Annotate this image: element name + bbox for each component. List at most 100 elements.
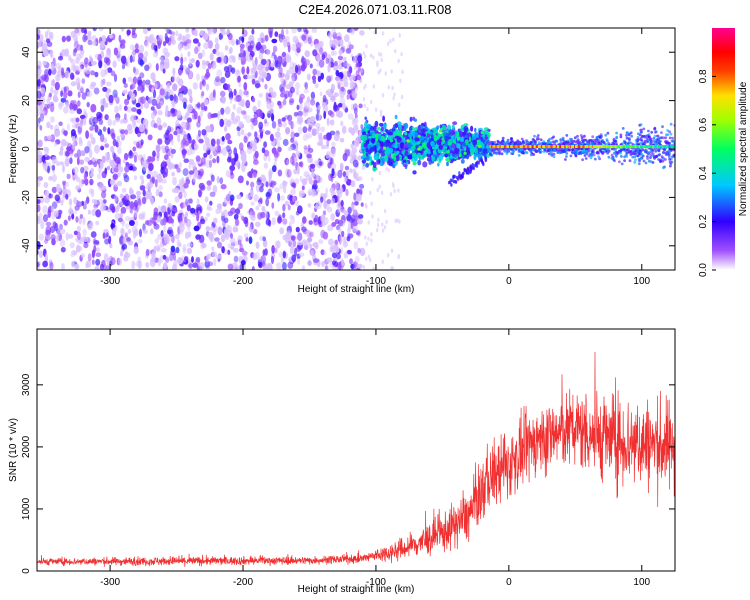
spectrogram-cell xyxy=(414,137,420,141)
spectrogram-cell xyxy=(49,49,53,58)
spectrogram-cell xyxy=(63,106,69,114)
spectrogram-cell xyxy=(366,107,369,112)
spectrogram-cell xyxy=(220,30,226,36)
spectrogram-cell xyxy=(129,201,134,210)
spectrogram-cell xyxy=(367,220,370,225)
spectrogram-cell xyxy=(72,166,79,174)
spectrogram-cell xyxy=(125,161,130,167)
spectrogram-cell xyxy=(391,158,395,164)
spectrogram-cell xyxy=(285,84,292,90)
spectrogram-cell xyxy=(254,57,258,66)
spectrogram-cell xyxy=(276,127,281,132)
spectrogram-cell xyxy=(446,161,449,167)
spectrogram-cell xyxy=(655,155,658,159)
spectrogram-cell xyxy=(163,225,167,233)
spectrogram-cell xyxy=(81,92,87,100)
spectrogram-cell xyxy=(263,121,270,127)
spectrogram-cell xyxy=(184,216,188,224)
spectrogram-cell xyxy=(444,142,449,147)
spectrogram-cell xyxy=(264,83,268,90)
spectrogram-cell xyxy=(326,206,333,213)
spectrogram-cell xyxy=(345,48,352,54)
spectrogram-cell xyxy=(378,170,382,176)
spectrogram-cell xyxy=(665,133,668,137)
spectrogram-cell xyxy=(253,153,258,162)
spectrogram-cell xyxy=(643,139,647,143)
spectrogram-cell xyxy=(211,246,215,252)
spectrogram-cell xyxy=(120,251,123,257)
spectrogram-cell xyxy=(76,108,83,115)
spectrogram-cell xyxy=(288,100,294,106)
spectrogram-cell xyxy=(339,235,345,243)
spectrogram-cell xyxy=(274,131,281,138)
spectrogram-cell xyxy=(146,182,152,191)
spectrogram-cell xyxy=(639,123,643,126)
spectrogram-cell xyxy=(178,179,182,185)
spectrogram-cell xyxy=(205,83,210,91)
spectrogram-cell xyxy=(320,196,324,203)
spectrogram-cell xyxy=(162,122,168,128)
spectrogram-cell xyxy=(62,164,65,173)
spectrogram-cell xyxy=(235,94,242,103)
spectrogram-cell xyxy=(60,97,67,103)
spectrogram-cell xyxy=(126,106,133,113)
spectrogram-cell xyxy=(170,39,177,46)
spectrogram-cell xyxy=(336,203,342,210)
spectrogram-cell xyxy=(212,89,216,98)
spectrogram-cell xyxy=(95,211,99,217)
spectrogram-cell xyxy=(59,223,63,230)
spectrogram-cell xyxy=(452,175,455,180)
spectrogram-cell xyxy=(253,159,259,165)
spectrogram-cell xyxy=(420,129,425,133)
spectrogram-cell xyxy=(255,83,261,88)
spectrogram-cell xyxy=(112,120,116,126)
spectrogram-cell xyxy=(511,142,514,146)
spectrogram-cell xyxy=(224,106,231,115)
spectrogram-cell xyxy=(307,147,314,154)
spectrogram-cell xyxy=(137,239,143,244)
spectrogram-cell xyxy=(328,61,331,68)
spectrogram-cell xyxy=(387,85,390,90)
spectrogram-cell xyxy=(295,42,302,50)
spectrogram-cell xyxy=(185,198,189,206)
spectrogram-cell xyxy=(72,141,76,150)
spectrogram-cell xyxy=(185,176,190,183)
spectrogram-cell xyxy=(274,240,279,249)
spectrogram-cell xyxy=(532,153,536,156)
spectrogram-cell xyxy=(223,83,229,90)
spectrogram-cell xyxy=(166,236,173,242)
spectrogram-cell xyxy=(171,148,176,154)
spectrogram-cell xyxy=(640,135,644,138)
spectrogram-cell xyxy=(219,118,224,128)
spectrogram-cell xyxy=(179,188,185,193)
spectrogram-cell xyxy=(135,102,141,108)
spectrogram-cell xyxy=(262,249,266,256)
spectrogram-cell xyxy=(395,154,400,162)
spectrogram-cell xyxy=(320,72,325,80)
spectrogram-cell xyxy=(80,44,84,51)
spectrogram-cell xyxy=(155,63,159,72)
spectrogram-cell xyxy=(38,212,43,218)
spectrogram-cell xyxy=(352,220,359,227)
spectrogram-cell xyxy=(110,159,115,165)
spectrogram-cell xyxy=(262,236,267,242)
spectrogram-cell xyxy=(204,260,211,268)
spectrogram-cell xyxy=(65,156,70,162)
spectrogram-cell xyxy=(142,118,149,128)
spectrogram-cell xyxy=(139,123,145,133)
spectrogram-cell xyxy=(250,123,254,130)
spectrogram-cell xyxy=(555,139,559,143)
spectrogram-cell xyxy=(581,158,584,162)
spectrogram-cell xyxy=(507,150,511,153)
spectrogram-cell xyxy=(376,187,379,193)
spectrogram-cell xyxy=(85,67,91,75)
spectrogram-cell xyxy=(45,161,50,167)
spectrogram-cell xyxy=(316,69,320,77)
spectrogram-cell xyxy=(194,169,198,178)
spectrogram-cell xyxy=(79,114,86,120)
spectrogram-cell xyxy=(344,149,351,157)
spectrogram-cell xyxy=(400,94,404,100)
spectrogram-cell xyxy=(291,254,297,263)
spectrogram-cell xyxy=(226,156,232,163)
spectrogram-cell xyxy=(448,138,453,146)
